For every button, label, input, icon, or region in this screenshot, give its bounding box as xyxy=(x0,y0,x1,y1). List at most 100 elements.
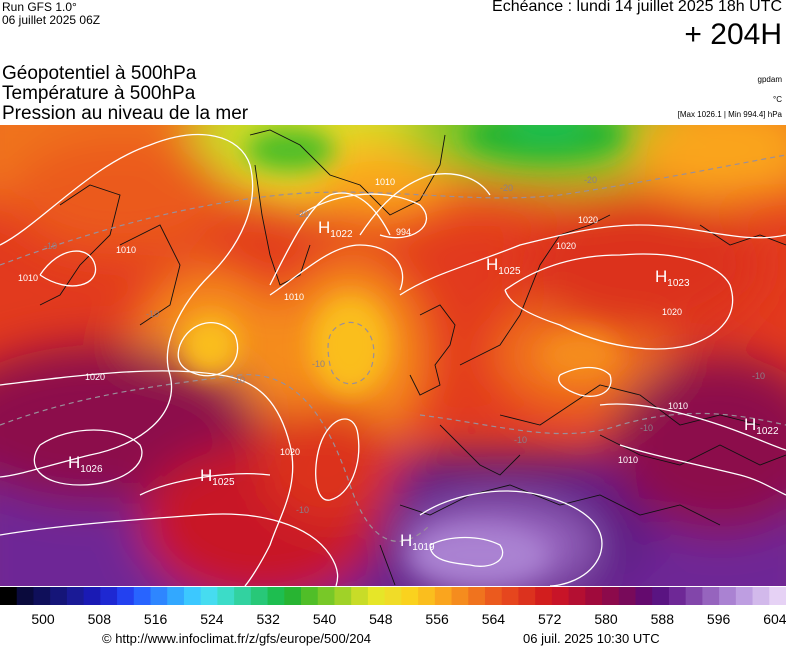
colorbar-tick-label: 524 xyxy=(200,611,224,627)
footer-url[interactable]: © http://www.infoclimat.fr/z/gfs/europe/… xyxy=(102,631,371,646)
colorbar-tick-label: 548 xyxy=(369,611,393,627)
high-pressure-label: H1022 xyxy=(744,415,779,437)
colorbar-swatch xyxy=(434,587,453,605)
field-sea-level-pressure: Pression au niveau de la mer xyxy=(2,103,249,124)
colorbar-tick-label: 596 xyxy=(706,611,731,627)
colorbar-tick-label: 532 xyxy=(256,611,280,627)
colorbar-swatch xyxy=(284,587,302,605)
colorbar-swatch xyxy=(518,587,536,605)
isotherm-label: -10 xyxy=(752,371,765,381)
colorbar-swatch xyxy=(150,587,168,605)
weather-map: 1010 1010 1020 1010 1020 1020 1020 1010 … xyxy=(0,125,786,586)
isotherm-label: -10 xyxy=(44,241,57,251)
coastlines xyxy=(39,129,786,586)
isotherm-label: -20 xyxy=(296,209,309,219)
isobar-label: 1010 xyxy=(618,455,638,465)
colorbar-swatch xyxy=(484,587,503,605)
colorbar-swatch xyxy=(451,587,469,605)
colorbar-swatch xyxy=(401,587,419,605)
run-label: Run GFS 1.0° xyxy=(2,0,77,14)
colorbar-swatch xyxy=(100,587,118,605)
colorbar-swatch xyxy=(752,587,770,605)
isobar-label: 1020 xyxy=(578,215,598,225)
colorbar-swatch xyxy=(685,587,703,605)
valid-time: Echéance : lundi 14 juillet 2025 18h UTC xyxy=(492,0,782,15)
colorbar-swatch xyxy=(167,587,185,605)
colorbar-swatch xyxy=(501,587,519,605)
colorbar-tick-label: 516 xyxy=(143,611,168,627)
high-pressure-label: H1019 xyxy=(400,531,435,553)
high-pressure-label: H1026 xyxy=(68,453,103,475)
isotherms xyxy=(0,154,786,542)
colorbar-swatch xyxy=(418,587,436,605)
isotherm-label: -20 xyxy=(500,183,513,193)
high-pressure-label: H1025 xyxy=(200,466,235,488)
pressure-centers: H1022 H1025 H1023 H1022 H1026 H1025 H1019 xyxy=(68,218,779,553)
colorbar-swatch xyxy=(652,587,670,605)
colorbar-swatch xyxy=(551,587,570,605)
colorbar-tick-label: 588 xyxy=(650,611,674,627)
colorbar xyxy=(0,587,786,605)
colorbar-tick-label: 572 xyxy=(538,611,562,627)
colorbar-swatch xyxy=(618,587,636,605)
isotherm-label: -10 xyxy=(514,435,527,445)
pressure-range: [Max 1026.1 | Min 994.4] hPa xyxy=(677,110,782,119)
high-pressure-label: H1025 xyxy=(486,255,521,277)
colorbar-swatch xyxy=(568,587,586,605)
isotherm-label: -10 xyxy=(640,423,653,433)
colorbar-tick-label: 564 xyxy=(481,611,506,627)
colorbar-tick-label: 508 xyxy=(87,611,111,627)
colorbar-tick-label: 580 xyxy=(594,611,618,627)
isobar-label: 994 xyxy=(396,227,411,237)
colorbar-swatch xyxy=(668,587,687,605)
isobar-label: 1020 xyxy=(556,241,576,251)
isobar-label: 1020 xyxy=(85,372,105,382)
isobar-label: 1010 xyxy=(284,292,304,302)
run-date: 06 juillet 2025 06Z xyxy=(2,13,101,27)
isotherm-label: -10 xyxy=(146,309,159,319)
geopotential-field xyxy=(0,125,786,586)
colorbar-swatch xyxy=(183,587,202,605)
isobar-label: 1010 xyxy=(375,177,395,187)
isobar-label: 1010 xyxy=(668,401,688,411)
colorbar-swatch xyxy=(334,587,352,605)
colorbar-swatch xyxy=(133,587,152,605)
colorbar-swatch xyxy=(200,587,218,605)
isotherm-value-labels: -20 -20 -10 -10 -10 -10 -10 -10 -10 -20 … xyxy=(44,175,765,515)
footer-timestamp: 06 juil. 2025 10:30 UTC xyxy=(523,631,660,646)
colorbar-swatch xyxy=(117,587,135,605)
isobar-label: 1010 xyxy=(116,245,136,255)
colorbar-tick-label: 500 xyxy=(31,611,55,627)
colorbar-swatch xyxy=(317,587,335,605)
isobar-label: 1020 xyxy=(280,447,300,457)
colorbar-tick-label: 556 xyxy=(425,611,449,627)
colorbar-swatch xyxy=(33,587,51,605)
field-geopotential: Géopotentiel à 500hPa xyxy=(2,63,197,84)
colorbar-swatch xyxy=(702,587,720,605)
isotherm-label: -20 xyxy=(584,175,597,185)
isobar-label: 1020 xyxy=(662,307,682,317)
high-pressure-label: H1022 xyxy=(318,218,353,240)
colorbar-tick-label: 604 xyxy=(763,611,786,627)
colorbar-swatch xyxy=(301,587,319,605)
colorbar-swatch xyxy=(16,587,34,605)
isotherm-label: -10 xyxy=(312,359,325,369)
colorbar-swatch xyxy=(267,587,285,605)
unit-gpdam: gpdam xyxy=(757,75,782,84)
colorbar-swatch xyxy=(50,587,68,605)
colorbar-swatch xyxy=(250,587,269,605)
colorbar-swatch xyxy=(367,587,386,605)
colorbar-swatch xyxy=(351,587,369,605)
colorbar-swatch xyxy=(217,587,235,605)
lead-time: + 204H xyxy=(684,18,782,51)
colorbar-swatch xyxy=(468,587,486,605)
isobar-value-labels: 1010 1010 1020 1010 1020 1020 1020 1010 … xyxy=(18,177,688,465)
isobar-label: 1010 xyxy=(18,273,38,283)
colorbar-swatch xyxy=(83,587,101,605)
colorbar-tick-label: 540 xyxy=(312,611,337,627)
isotherm-label: -10 xyxy=(296,505,309,515)
unit-degc: °C xyxy=(773,95,782,104)
colorbar-swatch xyxy=(635,587,653,605)
colorbar-swatch xyxy=(602,587,620,605)
colorbar-swatch xyxy=(66,587,85,605)
